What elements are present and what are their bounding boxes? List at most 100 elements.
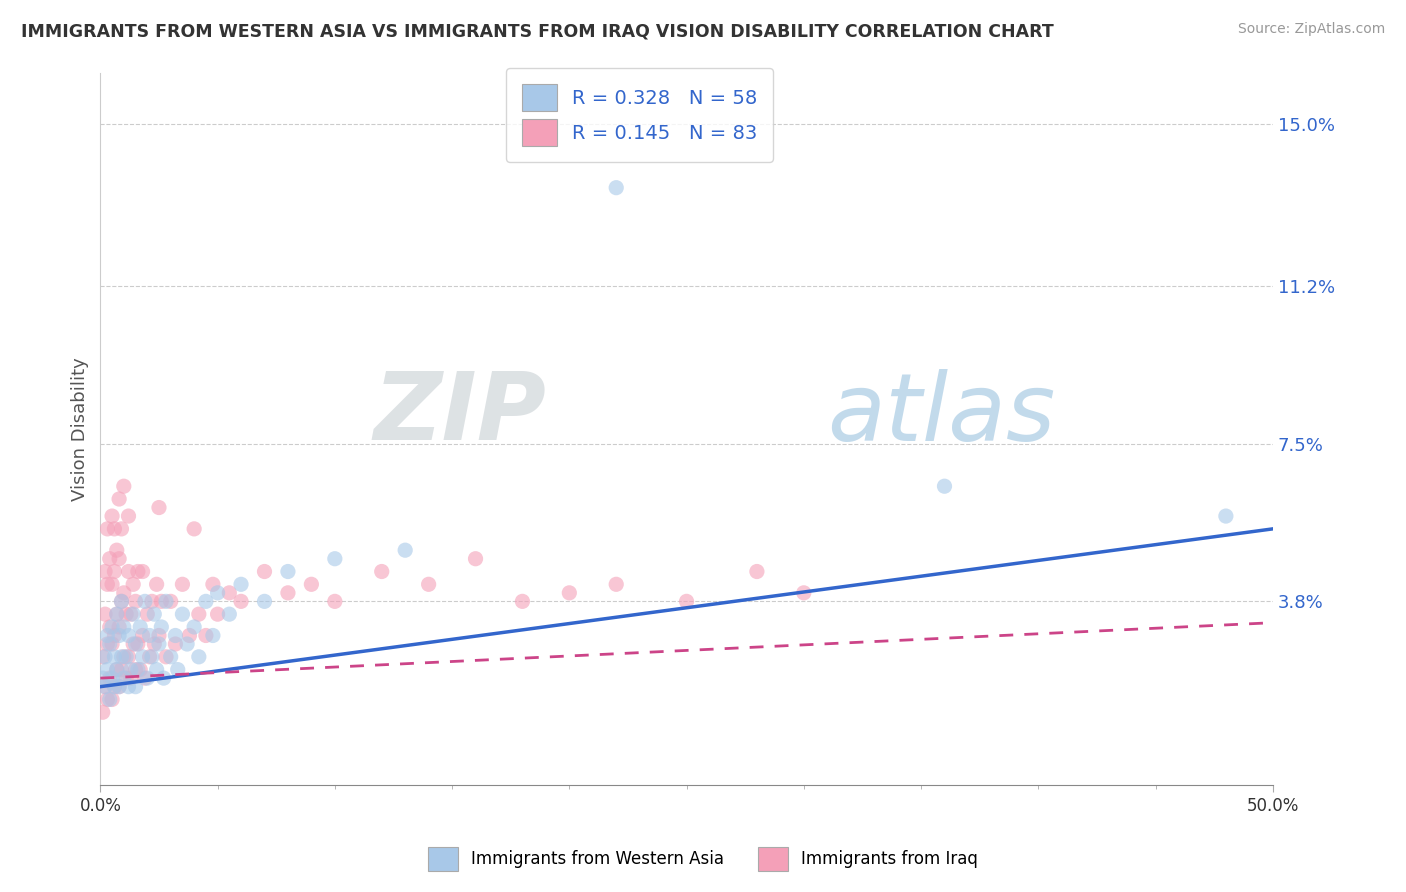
Point [150,594,173,608]
Point [120,607,142,622]
Point [159,594,181,608]
Point [136,671,159,685]
Point [605,180,627,194]
Point [105,663,128,677]
Point [675,594,697,608]
Point [115,649,138,664]
Point [105,543,128,558]
Point [172,607,194,622]
Point [112,649,135,664]
Point [117,680,139,694]
Point [136,607,159,622]
Point [94,565,117,579]
Point [103,649,125,664]
Point [105,663,128,677]
Point [96,628,118,642]
Point [94,680,117,694]
Point [1215,509,1237,524]
Point [138,628,160,642]
Point [323,551,346,566]
Point [105,607,128,622]
Point [253,565,276,579]
Point [148,500,170,515]
Point [110,522,132,536]
Point [103,522,125,536]
Point [96,637,118,651]
Point [129,663,152,677]
Point [138,649,160,664]
Point [159,649,181,664]
Point [183,620,205,634]
Point [110,663,132,677]
Point [115,607,138,622]
Point [129,620,152,634]
Point [299,577,322,591]
Point [112,586,135,600]
Point [394,543,416,558]
Point [112,620,135,634]
Point [120,671,142,685]
Point [96,522,118,536]
Point [793,586,815,600]
Point [277,565,299,579]
Point [98,692,121,706]
Point [94,649,117,664]
Point [134,671,156,685]
Point [127,565,149,579]
Point [96,663,118,677]
Point [103,680,125,694]
Point [108,680,131,694]
Point [105,607,128,622]
Point [183,522,205,536]
Point [155,594,177,608]
Point [98,551,121,566]
Point [143,637,166,651]
Point [166,663,188,677]
Point [150,620,173,634]
Point [122,637,145,651]
Point [112,479,135,493]
Point [201,628,224,642]
Point [98,671,121,685]
Point [103,628,125,642]
Point [124,680,146,694]
Point [103,565,125,579]
Point [110,649,132,664]
Point [94,607,117,622]
Point [207,607,229,622]
Point [145,577,167,591]
Point [96,692,118,706]
Point [277,586,299,600]
Point [131,649,153,664]
Text: ZIP: ZIP [373,368,546,460]
Point [418,577,440,591]
Point [101,577,124,591]
Point [194,628,217,642]
Point [464,551,486,566]
Point [131,565,153,579]
Point [131,628,153,642]
Point [127,637,149,651]
Point [91,671,114,685]
Point [91,649,114,664]
Point [187,649,209,664]
Text: Source: ZipAtlas.com: Source: ZipAtlas.com [1237,22,1385,37]
Point [101,671,124,685]
Text: IMMIGRANTS FROM WESTERN ASIA VS IMMIGRANTS FROM IRAQ VISION DISABILITY CORRELATI: IMMIGRANTS FROM WESTERN ASIA VS IMMIGRAN… [21,22,1054,40]
Point [108,620,131,634]
Point [152,671,174,685]
Point [112,671,135,685]
Point [745,565,768,579]
Point [94,680,117,694]
Point [108,491,131,506]
Point [148,637,170,651]
Point [605,577,627,591]
Point [91,705,114,719]
Point [218,586,240,600]
Point [108,551,131,566]
Point [218,607,240,622]
Point [155,649,177,664]
Point [117,565,139,579]
Point [98,637,121,651]
Point [558,586,581,600]
